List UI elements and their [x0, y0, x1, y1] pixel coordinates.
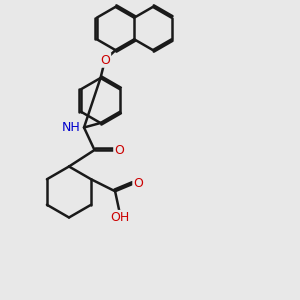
Text: O: O [134, 177, 143, 190]
Text: OH: OH [110, 211, 129, 224]
Text: O: O [115, 143, 124, 157]
Text: O: O [100, 53, 110, 67]
Text: NH: NH [62, 121, 80, 134]
